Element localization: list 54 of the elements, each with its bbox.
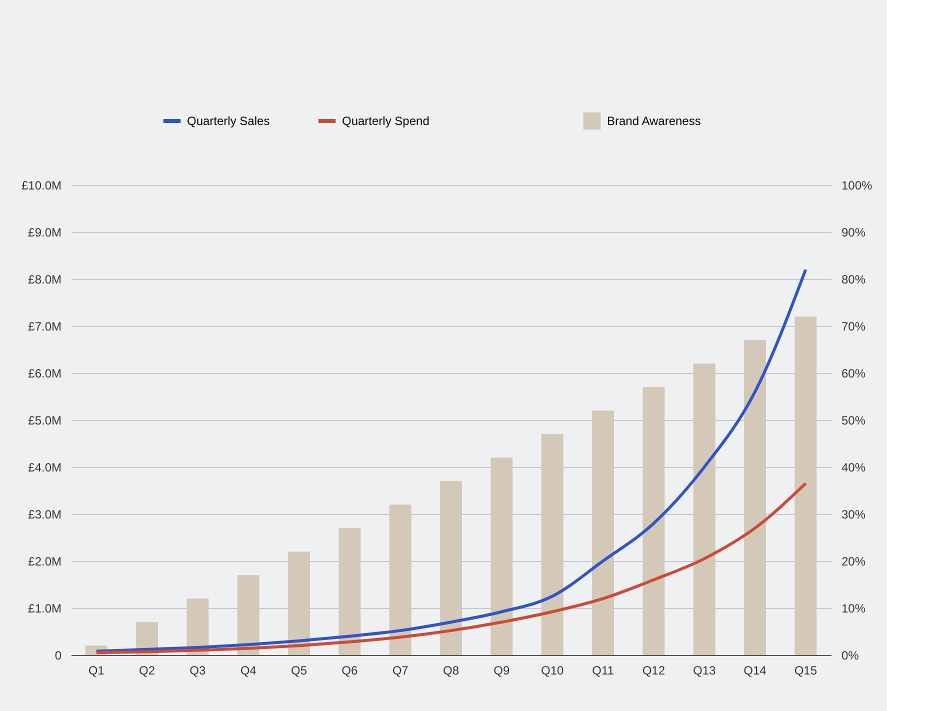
- y-tick-label: £5.0M: [28, 414, 62, 428]
- y-tick-label: £3.0M: [28, 508, 62, 522]
- x-tick-label: Q2: [138, 664, 156, 678]
- y-tick-label: £4.0M: [28, 460, 62, 474]
- x-tick-label: Q1: [88, 664, 105, 678]
- y2-tick-label: 30%: [842, 508, 866, 522]
- y2-tick-label: 80%: [842, 272, 866, 286]
- y2-tick-label: 70%: [842, 320, 866, 334]
- bar: [592, 410, 614, 655]
- bar: [744, 340, 766, 655]
- bar: [389, 504, 412, 655]
- y-tick-label: 0: [54, 648, 62, 662]
- bar: [338, 528, 361, 655]
- x-tick-label: Q12: [642, 664, 666, 678]
- line-series: [94, 268, 808, 653]
- line-series: [94, 482, 808, 654]
- x-tick-label: Q3: [190, 664, 206, 678]
- bar: [794, 316, 817, 655]
- x-tick-label: Q8: [442, 664, 460, 678]
- legend-label: Brand Awareness: [607, 114, 701, 128]
- y2-tick-label: 40%: [842, 460, 866, 474]
- bar: [288, 552, 310, 655]
- y-tick-label: £2.0M: [28, 554, 62, 568]
- y2-tick-label: 0%: [842, 648, 860, 662]
- x-tick-label: Q11: [592, 664, 614, 678]
- x-tick-label: Q5: [290, 664, 308, 678]
- y-tick-label: £10.0M: [21, 178, 62, 192]
- x-tick-label: Q4: [240, 664, 257, 678]
- x-tick-label: Q14: [744, 664, 767, 678]
- bar: [237, 575, 260, 655]
- y2-tick-label: 90%: [842, 226, 866, 240]
- y2-tick-label: 10%: [842, 602, 866, 616]
- bar: [490, 458, 513, 655]
- bar: [642, 387, 665, 655]
- y-tick-label: £6.0M: [28, 366, 62, 380]
- legend-label: Quarterly Sales: [187, 114, 270, 128]
- y-tick-label: £8.0M: [28, 272, 62, 286]
- x-tick-label: Q13: [692, 664, 716, 678]
- bar: [541, 434, 564, 655]
- y2-tick-label: 60%: [842, 366, 866, 380]
- y-tick-label: £1.0M: [28, 602, 62, 616]
- bar: [693, 364, 716, 655]
- y-tick-label: £7.0M: [28, 320, 62, 334]
- y2-tick-label: 100%: [842, 178, 873, 192]
- x-tick-label: Q7: [392, 664, 409, 678]
- x-tick-label: Q10: [540, 664, 564, 678]
- y2-tick-label: 50%: [842, 414, 866, 428]
- y-tick-label: £9.0M: [28, 226, 62, 240]
- x-tick-label: Q6: [342, 664, 358, 678]
- x-tick-label: Q9: [494, 664, 510, 678]
- bar: [440, 481, 462, 655]
- x-tick-label: Q15: [794, 664, 818, 678]
- legend-label: Quarterly Spend: [342, 114, 430, 128]
- y2-tick-label: 20%: [842, 554, 866, 568]
